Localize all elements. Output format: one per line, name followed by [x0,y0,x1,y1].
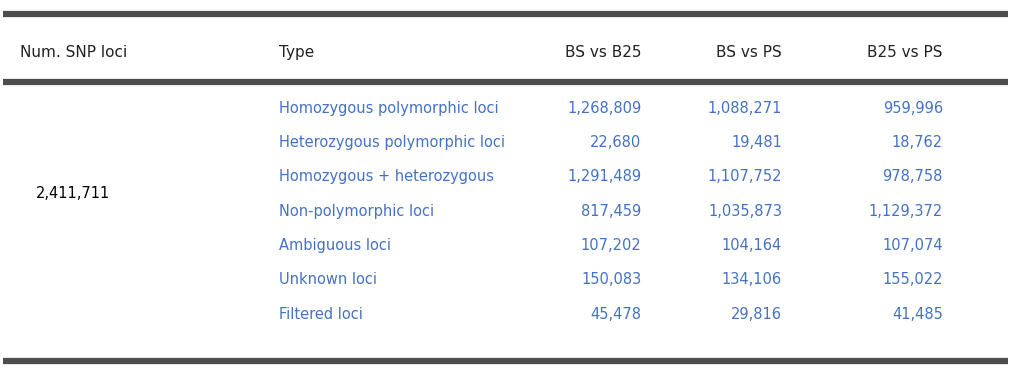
Text: Type: Type [279,45,314,60]
Text: 1,129,372: 1,129,372 [868,204,943,219]
Text: Unknown loci: Unknown loci [279,272,377,287]
Text: Filtered loci: Filtered loci [279,307,363,322]
Text: 978,758: 978,758 [883,169,943,184]
Text: 959,996: 959,996 [883,100,943,116]
Text: 155,022: 155,022 [883,272,943,287]
Text: BS vs PS: BS vs PS [716,45,782,60]
Text: 1,035,873: 1,035,873 [708,204,782,219]
Text: 1,088,271: 1,088,271 [708,100,782,116]
Text: Num. SNP loci: Num. SNP loci [19,45,126,60]
Text: 19,481: 19,481 [731,135,782,150]
Text: Non-polymorphic loci: Non-polymorphic loci [279,204,435,219]
Text: 134,106: 134,106 [722,272,782,287]
Text: Ambiguous loci: Ambiguous loci [279,238,391,253]
Text: Heterozygous polymorphic loci: Heterozygous polymorphic loci [279,135,506,150]
Text: 2,411,711: 2,411,711 [36,186,110,201]
Text: 104,164: 104,164 [722,238,782,253]
Text: BS vs B25: BS vs B25 [565,45,641,60]
Text: 1,291,489: 1,291,489 [567,169,641,184]
Text: 107,202: 107,202 [580,238,641,253]
Text: 150,083: 150,083 [581,272,641,287]
Text: B25 vs PS: B25 vs PS [867,45,943,60]
Text: 22,680: 22,680 [590,135,641,150]
Text: 18,762: 18,762 [892,135,943,150]
Text: 1,107,752: 1,107,752 [708,169,782,184]
Text: Homozygous + heterozygous: Homozygous + heterozygous [279,169,494,184]
Text: 817,459: 817,459 [581,204,641,219]
Text: 45,478: 45,478 [590,307,641,322]
Text: 41,485: 41,485 [892,307,943,322]
Text: Homozygous polymorphic loci: Homozygous polymorphic loci [279,100,498,116]
Text: 1,268,809: 1,268,809 [567,100,641,116]
Text: 29,816: 29,816 [731,307,782,322]
Text: 107,074: 107,074 [883,238,943,253]
